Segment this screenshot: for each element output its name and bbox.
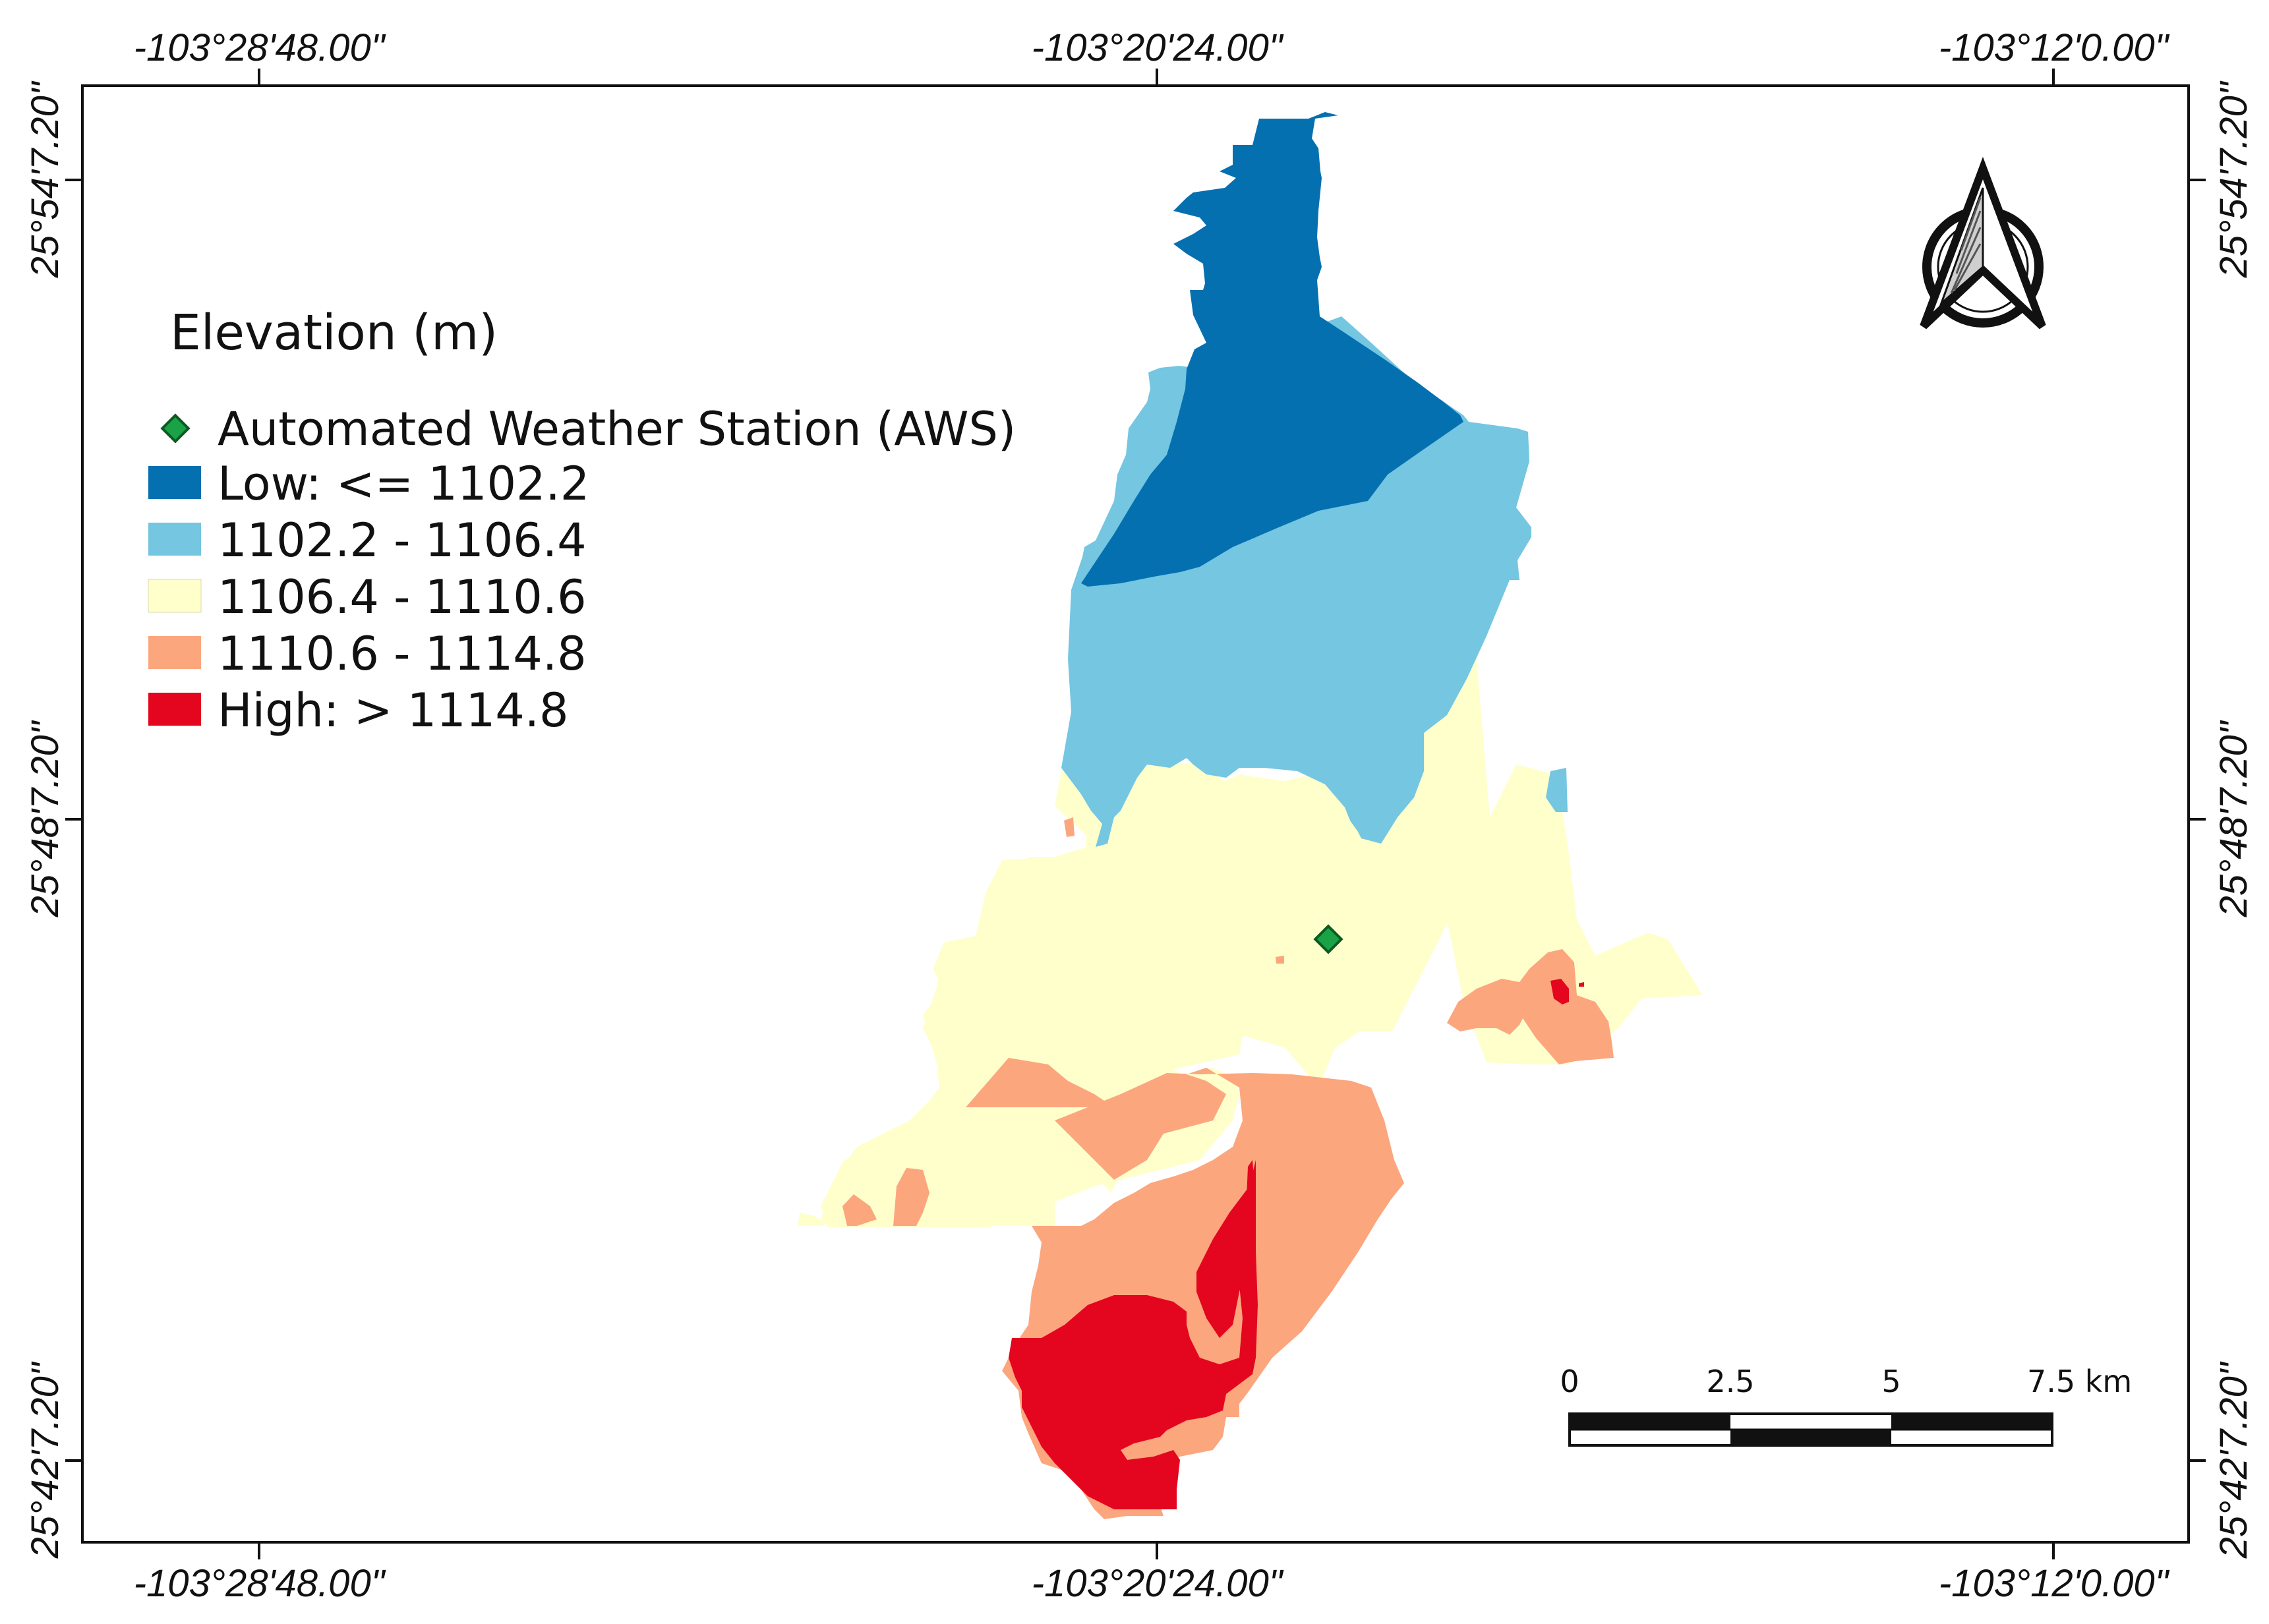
zone-high-east <box>1550 979 1569 1004</box>
legend: Elevation (m) Automated Weather Station … <box>148 304 1016 738</box>
scale-label-7-5-km: 7.5 km <box>2027 1364 2132 1399</box>
zone-high-speck <box>1579 982 1584 987</box>
lat-label-left-middle: 25°48'7.20" <box>24 720 67 917</box>
legend-title: Elevation (m) <box>170 304 498 361</box>
legend-label-high: High: > 1114.8 <box>218 683 569 738</box>
lon-label-bottom-center: -103°20'24.00" <box>1032 1562 1284 1605</box>
zone-low <box>1081 112 1463 587</box>
legend-swatch-high <box>148 693 201 726</box>
legend-swatch-1102-2-to-1106-4 <box>148 523 201 556</box>
graticule-ticks <box>65 69 2206 1559</box>
lon-label-top-west: -103°28'48.00" <box>134 26 386 69</box>
zone-1110-6-to-1114-8-west-blob-2 <box>893 1168 929 1226</box>
zone-1106-4-to-1110-6-west <box>821 765 1358 1226</box>
scale-label-2-5: 2.5 <box>1706 1364 1754 1399</box>
scale-label-0: 0 <box>1560 1364 1579 1399</box>
lon-label-bottom-east: -103°12'0.00" <box>1939 1562 2170 1605</box>
zone-high-dike <box>1196 1160 1256 1338</box>
weather-station-marker[interactable] <box>1313 924 1343 954</box>
scale-bar: 0 2.5 5 7.5 km <box>1560 1364 2132 1447</box>
legend-swatch-low <box>148 466 201 499</box>
scale-label-5: 5 <box>1881 1364 1901 1399</box>
zone-1110-6-to-1114-8-east <box>1447 949 1614 1064</box>
lat-label-left-north: 25°54'7.20" <box>24 80 67 278</box>
lat-label-left-south: 25°42'7.20" <box>24 1361 67 1559</box>
zone-high-main <box>1009 1160 1258 1509</box>
zone-salmon-speck-2 <box>1276 956 1284 964</box>
lon-label-bottom-west: -103°28'48.00" <box>134 1562 386 1605</box>
legend-label-1110-6-to-1114-8: 1110.6 - 1114.8 <box>218 627 587 681</box>
legend-label-1102-2-to-1106-4: 1102.2 - 1106.4 <box>218 513 587 567</box>
zone-1110-6-to-1114-8-west-blob-1 <box>842 1194 877 1226</box>
zone-salmon-speck <box>1064 817 1075 837</box>
lon-label-top-east: -103°12'0.00" <box>1939 26 2170 69</box>
legend-label-low: Low: <= 1102.2 <box>218 457 589 511</box>
legend-label-1106-4-to-1110-6: 1106.4 - 1110.6 <box>218 570 587 624</box>
zone-1110-6-to-1114-8-south <box>966 1058 1114 1107</box>
legend-station-label: Automated Weather Station (AWS) <box>218 402 1016 456</box>
elevation-zones <box>798 112 1703 1519</box>
lat-label-right-south: 25°42'7.20" <box>2212 1361 2255 1559</box>
lon-label-top-center: -103°20'24.00" <box>1032 26 1284 69</box>
legend-station-symbol <box>160 413 191 444</box>
lat-label-right-north: 25°54'7.20" <box>2212 80 2255 278</box>
legend-swatch-1110-6-to-1114-8 <box>148 636 201 669</box>
zone-1102-2-to-1106-4-east-patch <box>1546 768 1568 812</box>
legend-swatch-1106-4-to-1110-6 <box>148 579 202 613</box>
lat-label-right-middle: 25°48'7.20" <box>2212 720 2255 917</box>
north-arrow-icon <box>1920 156 2046 330</box>
